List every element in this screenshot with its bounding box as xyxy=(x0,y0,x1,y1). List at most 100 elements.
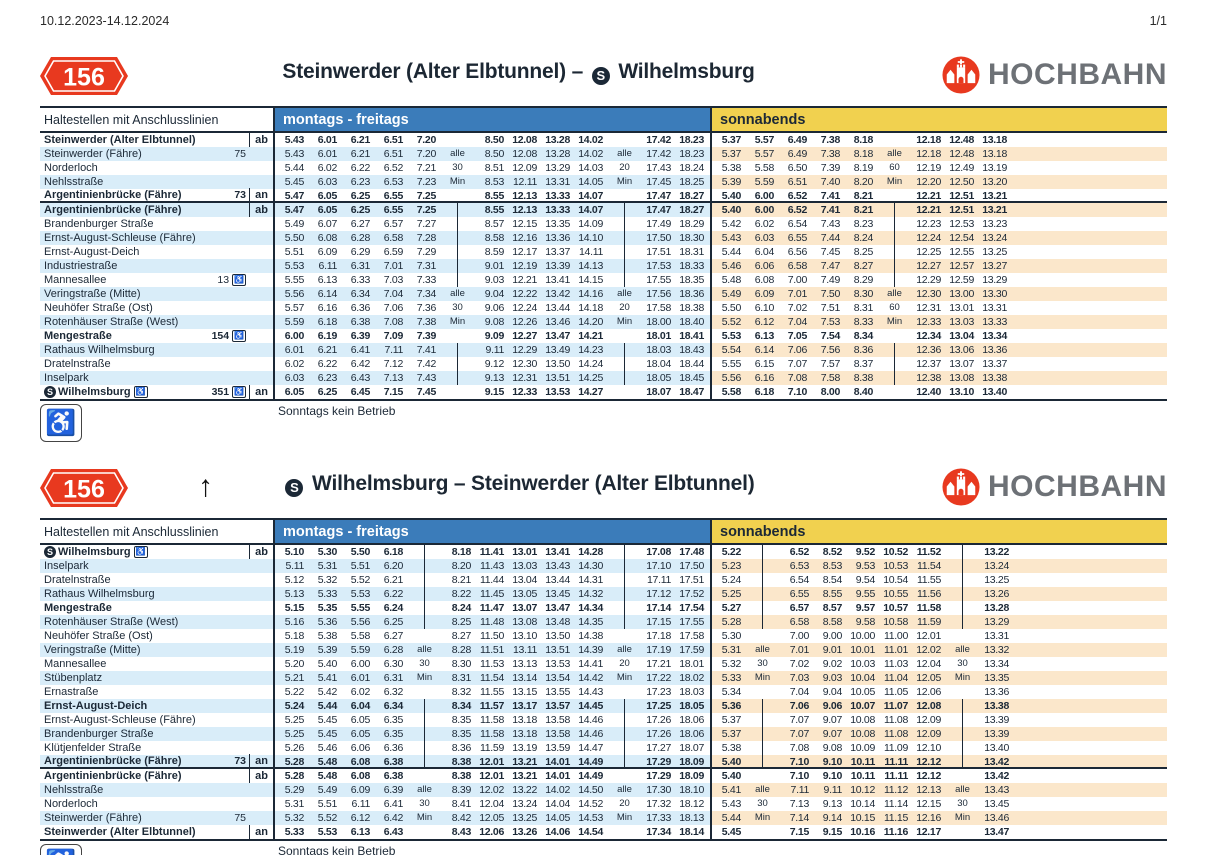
time-cell: 7.10 xyxy=(789,756,810,768)
time-cell: 7.58 xyxy=(820,372,841,384)
column-divider xyxy=(745,727,780,741)
column-divider xyxy=(607,755,642,769)
time-cell: 6.10 xyxy=(754,302,775,314)
arrival-departure-label: ab xyxy=(249,769,273,783)
saturday-times: 5.41 alle 7.11 9.11 10.12 11.12 12.13 alle 13.43 xyxy=(710,783,1167,797)
stop-row: Brandenburger Straße 5.25 5.45 6.05 6.35 8.35… xyxy=(40,727,1167,741)
time-cell: 13.58 xyxy=(545,728,570,740)
time-cell: 8.55 xyxy=(484,190,505,202)
time-cell: 13.03 xyxy=(949,316,974,328)
time-cell: 7.10 xyxy=(787,386,808,398)
saturday-times: 5.55 6.15 7.07 7.57 8.37 12.37 13.07 13.37 xyxy=(710,357,1167,371)
time-cell: 8.32 xyxy=(451,686,472,698)
time-cell: 6.00 xyxy=(754,204,775,216)
time-cell: 13.42 xyxy=(984,756,1009,768)
time-cell: 9.01 xyxy=(484,260,505,272)
time-cell: 17.33 xyxy=(646,812,671,824)
time-cell: 5.44 xyxy=(284,162,305,174)
wheelchair-icon: ♿ xyxy=(232,274,246,286)
time-cell: 7.00 xyxy=(787,274,808,286)
time-cell: 8.21 xyxy=(853,204,874,216)
time-cell: 12.24 xyxy=(916,232,941,244)
time-cell: 6.14 xyxy=(317,288,338,300)
stop-row: Argentinienbrücke (Fähre) 73 an 5.28 5.48 6.0… xyxy=(40,754,1167,769)
time-cell: 7.39 xyxy=(416,330,437,342)
time-cell: 13.10 xyxy=(512,630,537,642)
time-cell: 18.09 xyxy=(679,770,704,782)
time-cell: 14.28 xyxy=(578,546,603,558)
stop-name-cell: Argentinienbrücke (Fähre) 73 an xyxy=(40,754,275,768)
time-cell: 5.53 xyxy=(350,588,371,600)
time-cell: 13.36 xyxy=(545,232,570,244)
weekday-times: 6.05 6.25 6.45 7.15 7.45 9.15 12.33 13.53 14.27 1… xyxy=(275,385,710,399)
time-cell: 13.37 xyxy=(982,358,1007,370)
time-cell: 7.04 xyxy=(789,686,810,698)
time-cell: 5.27 xyxy=(721,602,742,614)
time-cell: 6.45 xyxy=(350,386,371,398)
time-cell: 8.55 xyxy=(822,588,843,600)
time-cell: 13.54 xyxy=(545,672,570,684)
frequency-label xyxy=(607,685,642,699)
time-cell: 14.34 xyxy=(578,602,603,614)
frequency-label: alle xyxy=(955,784,970,795)
time-cell: 14.46 xyxy=(578,728,603,740)
time-cell: 14.45 xyxy=(578,700,603,712)
time-cell: 12.02 xyxy=(916,644,941,656)
rows-return: S Wilhelmsburg ♿ ab 5.10 5.30 5.50 6.18 8.18 11.… xyxy=(40,545,1167,839)
connection-number: 75 xyxy=(234,148,246,160)
column-divider xyxy=(407,601,442,615)
stop-name: Steinwerder (Fähre) xyxy=(44,148,142,160)
time-cell: 13.45 xyxy=(545,588,570,600)
weekday-times: 5.31 5.51 6.11 6.41 30 8.41 12.04 13.24 14.04 14.… xyxy=(275,797,710,811)
time-cell: 5.58 xyxy=(754,162,775,174)
column-divider xyxy=(407,573,442,587)
time-cell: 10.54 xyxy=(883,574,908,586)
time-cell: 7.38 xyxy=(416,316,437,328)
time-cell: 14.30 xyxy=(578,560,603,572)
time-cell: 14.18 xyxy=(578,302,603,314)
time-cell: 11.57 xyxy=(479,700,505,712)
time-cell: 11.08 xyxy=(884,714,908,726)
time-cell: 13.46 xyxy=(545,316,570,328)
time-cell: 8.53 xyxy=(822,560,843,572)
frequency-label xyxy=(607,329,642,343)
table-header: Haltestellen mit Anschlusslinien montags… xyxy=(40,520,1167,545)
stop-row: Veringstraße (Mitte) 5.56 6.14 6.34 7.04 7.34… xyxy=(40,287,1167,301)
saturday-times: 5.52 6.12 7.04 7.53 8.33 Min 12.33 13.03 13.33 xyxy=(710,315,1167,329)
stops-column-header: Haltestellen mit Anschlusslinien xyxy=(40,520,275,543)
time-cell: 12.05 xyxy=(479,812,504,824)
column-divider xyxy=(407,755,442,769)
wheelchair-icon: ♿ xyxy=(232,330,246,342)
column-divider xyxy=(607,273,642,287)
time-cell: 7.56 xyxy=(820,344,841,356)
time-cell: 14.46 xyxy=(578,714,603,726)
time-cell: 12.09 xyxy=(916,728,941,740)
time-cell: 14.32 xyxy=(578,588,603,600)
time-cell: 12.29 xyxy=(512,344,537,356)
stop-name: Rotenhäuser Straße (West) xyxy=(44,316,179,328)
time-cell: 13.48 xyxy=(545,616,570,628)
time-cell: 6.38 xyxy=(383,770,404,782)
stop-name-cell: Nehlsstraße xyxy=(40,783,275,797)
column-divider xyxy=(607,601,642,615)
time-cell: 12.16 xyxy=(916,812,941,824)
time-cell: 6.58 xyxy=(789,616,810,628)
frequency-label: alle xyxy=(617,644,632,655)
time-cell: 17.26 xyxy=(646,714,671,726)
column-divider xyxy=(745,545,780,559)
time-cell: 5.50 xyxy=(721,302,742,314)
time-cell: 12.33 xyxy=(916,316,941,328)
wheelchair-icon: ♿ xyxy=(40,844,82,855)
saturday-times: 5.37 5.57 6.49 7.38 8.18 12.18 12.48 13.18 xyxy=(710,133,1167,147)
time-cell: 5.20 xyxy=(284,658,305,670)
time-cell: 6.02 xyxy=(284,358,305,370)
time-cell: 6.57 xyxy=(789,602,810,614)
weekday-times: 5.28 5.48 6.08 6.38 8.38 12.01 13.21 14.01 14.49… xyxy=(275,769,710,783)
weekday-times: 5.59 6.18 6.38 7.08 7.38 Min 9.08 12.26 13.46 14.… xyxy=(275,315,710,329)
time-cell: 5.44 xyxy=(317,700,338,712)
saturday-times: 5.42 6.02 6.54 7.43 8.23 12.23 12.53 13.23 xyxy=(710,217,1167,231)
saturday-times: 5.31 alle 7.01 9.01 10.01 11.01 12.02 alle 13.32 xyxy=(710,643,1167,657)
time-cell: 12.20 xyxy=(916,176,941,188)
connection-lines: 73 xyxy=(234,754,249,768)
stop-name-cell: Mannesallee xyxy=(40,657,275,671)
